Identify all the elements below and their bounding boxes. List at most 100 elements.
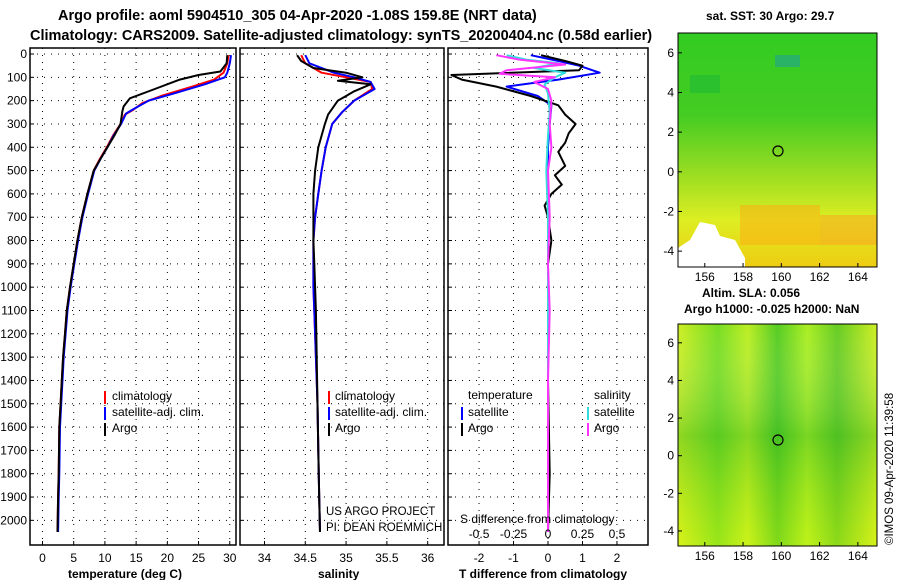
depth-tick-label: 200 — [7, 94, 27, 108]
depth-tick-label: 1000 — [0, 280, 27, 294]
map-x-tick-label: 160 — [771, 549, 791, 563]
s-diff-tick-label: -0.25 — [500, 527, 528, 541]
map-x-tick-label: 162 — [810, 549, 830, 563]
map-y-tick-label: -2 — [663, 204, 674, 218]
series-salinity-satellite — [506, 54, 567, 532]
map-x-tick-label: 164 — [848, 270, 868, 284]
x-tick-label: 30 — [223, 551, 237, 565]
x-tick-label: -1 — [508, 551, 519, 565]
map-x-tick-label: 156 — [695, 270, 715, 284]
sst-cold-patch — [775, 55, 800, 67]
map-y-tick-label: -4 — [663, 244, 674, 258]
series-salinity-argo — [496, 54, 567, 532]
x-tick-label: 5 — [70, 551, 77, 565]
map-y-tick-label: 2 — [667, 411, 674, 425]
depth-tick-label: 800 — [7, 234, 27, 248]
series-layer — [56, 54, 601, 533]
map-y-tick-label: 6 — [667, 336, 674, 350]
series-temperature-satellite — [505, 54, 601, 532]
x-tick-label: 2 — [614, 551, 621, 565]
depth-tick-label: 1800 — [0, 467, 27, 481]
map-y-tick-label: 2 — [667, 125, 674, 139]
map-x-tick-label: 156 — [695, 549, 715, 563]
legend-label-s-argo: Argo — [594, 421, 620, 435]
legend-label-t-satellite: satellite — [468, 405, 509, 419]
series-satellite-adj-clim- — [57, 55, 232, 533]
s-diff-tick-label: 0 — [545, 527, 552, 541]
sst-warm-patch — [740, 205, 820, 245]
imos-credit: ©IMOS 09-Apr-2020 11:39:58 — [884, 393, 896, 545]
map-x-tick-label: 162 — [810, 270, 830, 284]
header-line1: Argo profile: aoml 5904510_305 04-Apr-20… — [58, 8, 537, 24]
s-difference-tick-labels: -0.5 -0.25 0 0.25 0.5 — [469, 527, 626, 541]
x-tick-labels: 0 5 10 15 20 25 30 34 34.5 35 35.5 36 -2 -1 0 1 2 — [39, 551, 620, 565]
map-y-tick-label: 0 — [667, 165, 674, 179]
temperature-x-label: temperature (deg C) — [68, 567, 182, 580]
sst-cold-patch — [690, 75, 720, 93]
depth-tick-label: 1900 — [0, 490, 27, 504]
sla-map-frame — [677, 323, 878, 547]
map-y-tick-label: 4 — [667, 373, 674, 387]
depth-tick-label: 1400 — [0, 373, 27, 387]
x-tick-label: 35 — [339, 551, 353, 565]
map-y-tick-label: 4 — [667, 85, 674, 99]
legend-label-climatology: climatology — [112, 389, 172, 403]
depth-tick-label: 100 — [7, 70, 27, 84]
legend-title-salinity: salinity — [594, 388, 631, 402]
legend-title-temperature: temperature — [468, 388, 533, 402]
sla-map-subtitle: Argo h1000: -0.025 h2000: NaN — [684, 302, 859, 316]
x-tick-label: 36 — [421, 551, 435, 565]
depth-tick-label: 300 — [7, 117, 27, 131]
temperature-panel-frame — [29, 47, 237, 546]
x-tick-label: 35.5 — [375, 551, 399, 565]
depth-tick-label: 700 — [7, 210, 27, 224]
sla-argo-marker — [772, 434, 784, 446]
depth-tick-label: 0 — [20, 47, 27, 61]
map-y-tick-label: 0 — [667, 449, 674, 463]
depth-tick-labels: 0 100 200 300 400 500 600 700 800 900 1000 1100 1200… — [0, 47, 27, 527]
map-x-tick-label: 158 — [733, 549, 753, 563]
x-tick-label: 0 — [545, 551, 552, 565]
x-tick-label: 34.5 — [294, 551, 318, 565]
s-difference-label: S difference from climatology — [460, 512, 615, 526]
depth-tick-label: 500 — [7, 164, 27, 178]
salinity-panel-frame — [239, 47, 445, 546]
series-climatology — [56, 55, 230, 533]
legend-label-t-argo: Argo — [468, 421, 494, 435]
map-y-tick-label: -4 — [663, 524, 674, 538]
legend-label-argo: Argo — [112, 421, 138, 435]
x-tick-label: 15 — [129, 551, 143, 565]
project-annotation-line2: PI: DEAN ROEMMICH — [326, 522, 442, 534]
depth-tick-label: 600 — [7, 187, 27, 201]
sst-missing-data — [678, 222, 745, 267]
sst-map-ticks: 156 158 160 162 164 6 4 2 0 -2 -4 — [663, 46, 868, 284]
depth-tick-label: 1500 — [0, 397, 27, 411]
legend-label-satellite: satellite-adj. clim. — [112, 405, 204, 419]
map-x-tick-label: 158 — [733, 270, 753, 284]
x-tick-label: 25 — [192, 551, 206, 565]
map-y-tick-label: 6 — [667, 46, 674, 60]
legend-label-argo: Argo — [335, 421, 361, 435]
x-tick-label: -2 — [474, 551, 485, 565]
s-diff-tick-label: 0.5 — [609, 527, 626, 541]
sla-map — [677, 323, 878, 547]
map-y-tick-label: -2 — [663, 486, 674, 500]
depth-tick-label: 900 — [7, 257, 27, 271]
x-tick-label: 1 — [579, 551, 586, 565]
difference-x-label: T difference from climatology — [459, 567, 627, 580]
legend-label-climatology: climatology — [335, 389, 395, 403]
s-diff-tick-label: 0.25 — [571, 527, 595, 541]
difference-legend: temperature salinity satellite Argo sate… — [461, 388, 635, 436]
x-tick-label: 0 — [39, 551, 46, 565]
grid-layer — [30, 48, 648, 545]
depth-tick-label: 1600 — [0, 420, 27, 434]
salinity-x-label: salinity — [318, 567, 360, 580]
depth-tick-label: 2000 — [0, 513, 27, 527]
sst-warm-patch — [820, 215, 877, 245]
sst-map-title: sat. SST: 30 Argo: 29.7 — [706, 9, 835, 23]
depth-tick-label: 1300 — [0, 350, 27, 364]
depth-tick-label: 400 — [7, 140, 27, 154]
depth-tick-label: 1100 — [1, 303, 27, 317]
legend-label-s-satellite: satellite — [594, 405, 635, 419]
